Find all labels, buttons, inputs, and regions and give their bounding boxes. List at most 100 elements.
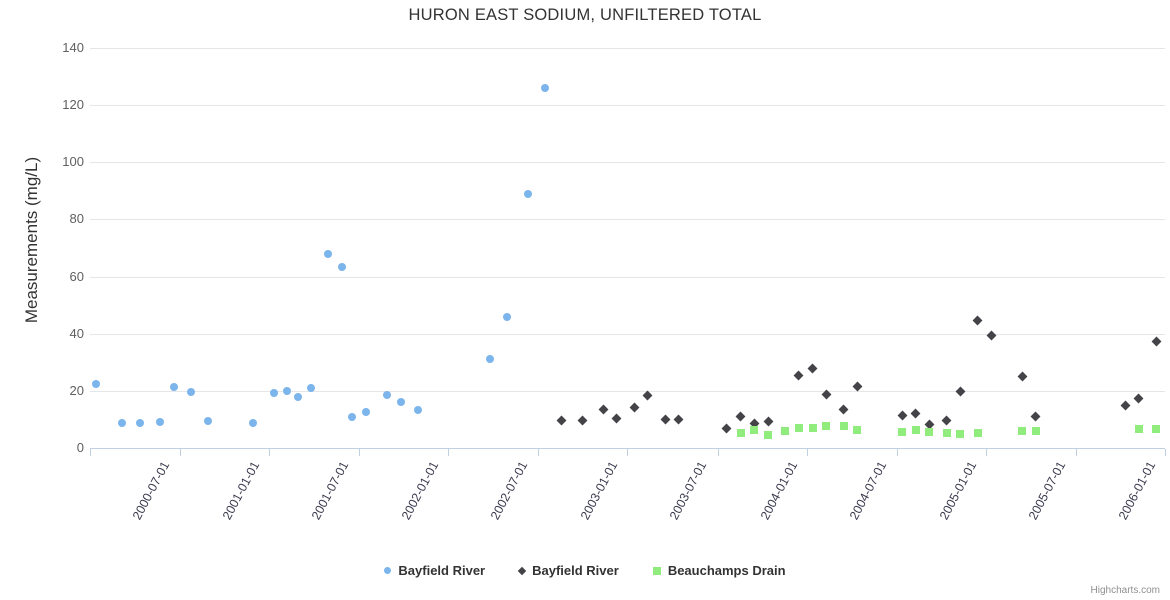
- data-point[interactable]: [629, 402, 640, 413]
- data-point[interactable]: [750, 426, 759, 434]
- data-point[interactable]: [283, 386, 292, 395]
- x-axis-tick-mark: [448, 449, 450, 456]
- data-point[interactable]: [169, 383, 178, 392]
- gridline: [90, 105, 1165, 107]
- data-point[interactable]: [736, 429, 745, 438]
- data-point[interactable]: [955, 386, 966, 397]
- x-axis-tick-label: 2003-01-01: [578, 459, 621, 523]
- data-point[interactable]: [204, 417, 213, 426]
- data-point[interactable]: [972, 315, 983, 326]
- data-point[interactable]: [503, 313, 512, 322]
- data-point[interactable]: [838, 404, 849, 415]
- legend-item[interactable]: Bayfield River: [517, 563, 619, 578]
- x-axis-line: [90, 448, 1165, 449]
- data-point[interactable]: [248, 418, 257, 427]
- data-point[interactable]: [853, 425, 862, 434]
- data-point[interactable]: [598, 404, 609, 415]
- data-point[interactable]: [897, 410, 907, 421]
- plot-area: [90, 48, 1165, 449]
- data-point[interactable]: [1031, 426, 1040, 435]
- x-axis-tick-mark: [897, 449, 899, 456]
- data-point[interactable]: [1031, 411, 1041, 421]
- x-axis-tick-label: 2006-01-01: [1116, 459, 1159, 523]
- data-point[interactable]: [269, 388, 278, 397]
- x-axis-tick-label: 2005-07-01: [1025, 459, 1069, 523]
- data-point[interactable]: [557, 415, 567, 426]
- legend-marker-circle-icon: [384, 567, 392, 574]
- x-axis-tick-mark: [985, 449, 987, 456]
- data-point[interactable]: [721, 423, 732, 434]
- data-point[interactable]: [1120, 400, 1131, 411]
- data-point[interactable]: [794, 423, 803, 432]
- data-point[interactable]: [941, 415, 952, 426]
- x-axis-tick-mark: [538, 449, 540, 456]
- data-point[interactable]: [540, 84, 549, 92]
- data-point[interactable]: [973, 428, 982, 437]
- data-point[interactable]: [362, 408, 371, 416]
- legend-item[interactable]: Beauchamps Drain: [652, 563, 786, 578]
- data-point[interactable]: [764, 430, 773, 439]
- data-point[interactable]: [611, 413, 622, 424]
- x-axis-tick-mark: [269, 449, 271, 456]
- legend-label: Bayfield River: [398, 563, 486, 578]
- data-point[interactable]: [660, 414, 670, 425]
- legend-marker-square-icon: [652, 566, 661, 575]
- data-point[interactable]: [735, 411, 746, 421]
- chart-title: HURON EAST SODIUM, UNFILTERED TOTAL: [408, 6, 762, 24]
- legend-label: Bayfield River: [532, 563, 619, 578]
- x-axis-tick-mark: [806, 449, 808, 456]
- data-point[interactable]: [396, 398, 405, 407]
- data-point[interactable]: [673, 414, 684, 425]
- data-point[interactable]: [156, 417, 165, 426]
- data-point[interactable]: [136, 419, 145, 428]
- data-point[interactable]: [485, 355, 494, 364]
- data-point[interactable]: [956, 430, 965, 439]
- data-point[interactable]: [1017, 371, 1028, 382]
- y-axis-tick-label: 20: [69, 382, 84, 398]
- gridline: [90, 333, 1165, 335]
- x-axis-tick-label: 2004-07-01: [846, 459, 890, 523]
- data-point[interactable]: [382, 390, 391, 399]
- chart-legend: Bayfield River Bayfield River Beauchamps D…: [0, 563, 1170, 578]
- data-point[interactable]: [348, 412, 357, 421]
- data-point[interactable]: [1152, 425, 1161, 434]
- data-point[interactable]: [839, 421, 848, 430]
- gridline: [90, 219, 1165, 221]
- data-point[interactable]: [307, 384, 316, 392]
- x-axis-tick-mark: [90, 449, 91, 456]
- data-point[interactable]: [942, 429, 951, 438]
- data-point[interactable]: [642, 390, 653, 401]
- data-point[interactable]: [898, 428, 906, 436]
- data-point[interactable]: [293, 392, 302, 401]
- data-point[interactable]: [91, 379, 100, 388]
- legend-marker-diamond-icon: [517, 566, 527, 575]
- data-point[interactable]: [523, 189, 532, 198]
- gridline: [90, 390, 1165, 392]
- legend-item[interactable]: Bayfield River: [384, 563, 485, 578]
- x-axis-tick-label: 2002-07-01: [488, 459, 531, 523]
- data-point[interactable]: [118, 418, 127, 427]
- data-point[interactable]: [910, 408, 921, 419]
- data-point[interactable]: [338, 262, 347, 271]
- data-point[interactable]: [577, 415, 588, 426]
- highcharts-credit[interactable]: Highcharts.com: [1090, 585, 1160, 596]
- data-point[interactable]: [986, 330, 997, 341]
- data-point[interactable]: [1018, 426, 1027, 435]
- data-point[interactable]: [808, 424, 817, 432]
- data-point[interactable]: [794, 370, 804, 381]
- data-point[interactable]: [781, 426, 790, 435]
- x-axis-tick-mark: [1076, 449, 1078, 456]
- data-point[interactable]: [1134, 393, 1144, 403]
- x-axis-tick-label: 2000-07-01: [129, 459, 173, 523]
- data-point[interactable]: [925, 428, 934, 437]
- data-point[interactable]: [1134, 424, 1143, 433]
- data-point[interactable]: [1151, 336, 1162, 347]
- x-axis-tick-mark: [180, 449, 182, 456]
- data-point[interactable]: [822, 422, 831, 431]
- data-point[interactable]: [324, 249, 333, 258]
- data-point[interactable]: [911, 425, 920, 434]
- data-point[interactable]: [763, 416, 774, 427]
- data-point[interactable]: [807, 363, 818, 374]
- data-point[interactable]: [187, 388, 196, 396]
- data-point[interactable]: [413, 406, 422, 415]
